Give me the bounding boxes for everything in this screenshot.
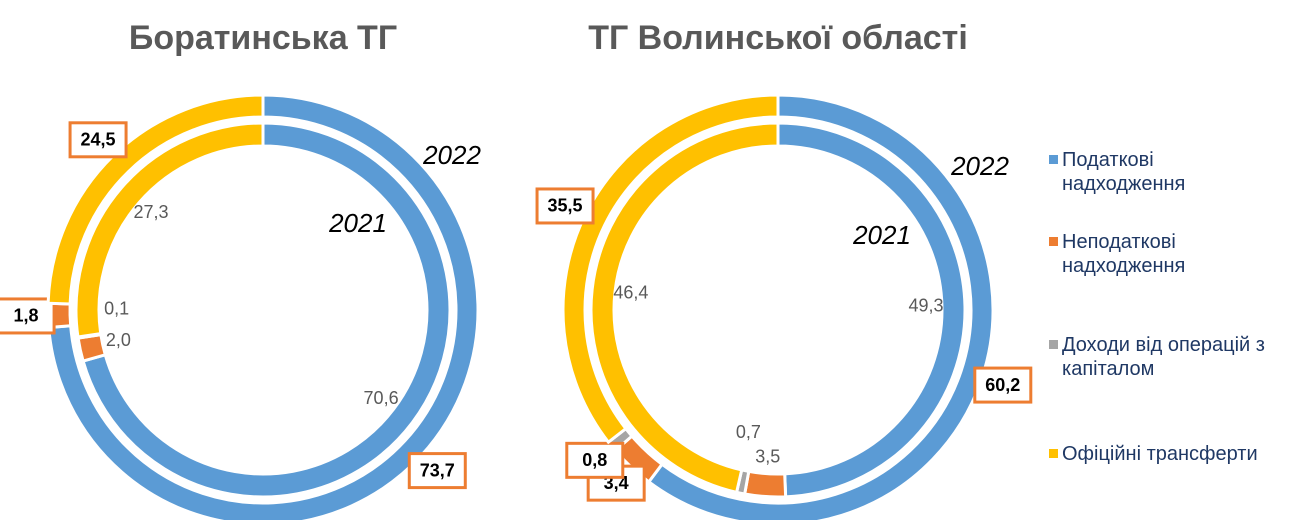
data-label: 27,3 [134, 202, 169, 222]
label-box [68, 121, 128, 159]
data-label: 24,5 [81, 130, 116, 150]
data-label: 70,6 [364, 388, 399, 408]
legend-label: Доходи від операцій з капіталом [1062, 334, 1265, 380]
legend-swatch [1049, 340, 1058, 349]
legend-label: Податкові надходження [1062, 149, 1186, 195]
data-label: 1,8 [14, 306, 39, 326]
label-box [973, 366, 1033, 404]
chart-title: ТГ Волинської області [588, 19, 968, 57]
legend-entry: Податкові надходження [1049, 148, 1272, 196]
legend-label: Офіційні трансферти [1062, 443, 1258, 465]
chart-title: Боратинська ТГ [129, 19, 397, 57]
data-label: 35,5 [548, 196, 583, 216]
ring-label: 2022 [950, 151, 1009, 181]
label-box [535, 187, 595, 225]
data-label: 0,1 [104, 299, 129, 319]
data-label: 60,2 [985, 375, 1020, 395]
data-label: 0,8 [582, 450, 607, 470]
legend-swatch [1049, 449, 1058, 458]
legend-entry: Офіційні трансферти [1049, 442, 1272, 466]
legend-entry: Неподаткові надходження [1049, 230, 1272, 278]
legend-label: Неподаткові надходження [1062, 231, 1186, 277]
label-box [0, 297, 56, 335]
ring-label: 2022 [422, 140, 481, 170]
ring-segment [589, 121, 780, 495]
legend-swatch [1049, 237, 1058, 246]
ring-segment [561, 93, 780, 445]
ring-segment [742, 469, 788, 499]
data-label: 3,5 [755, 446, 780, 466]
data-label: 73,7 [420, 460, 455, 480]
ring-segment [46, 93, 265, 306]
ring-label: 2021 [852, 220, 911, 250]
label-box [407, 452, 467, 490]
ring-segment [74, 121, 265, 339]
data-label: 46,4 [613, 282, 648, 302]
legend-swatch [1049, 155, 1058, 164]
data-label: 49,3 [908, 296, 943, 316]
data-label: 0,7 [736, 422, 761, 442]
ring-label: 2021 [328, 208, 387, 238]
data-label: 2,0 [106, 330, 131, 350]
label-box [565, 441, 625, 479]
legend-entry: Доходи від операцій з капіталом [1049, 333, 1272, 381]
